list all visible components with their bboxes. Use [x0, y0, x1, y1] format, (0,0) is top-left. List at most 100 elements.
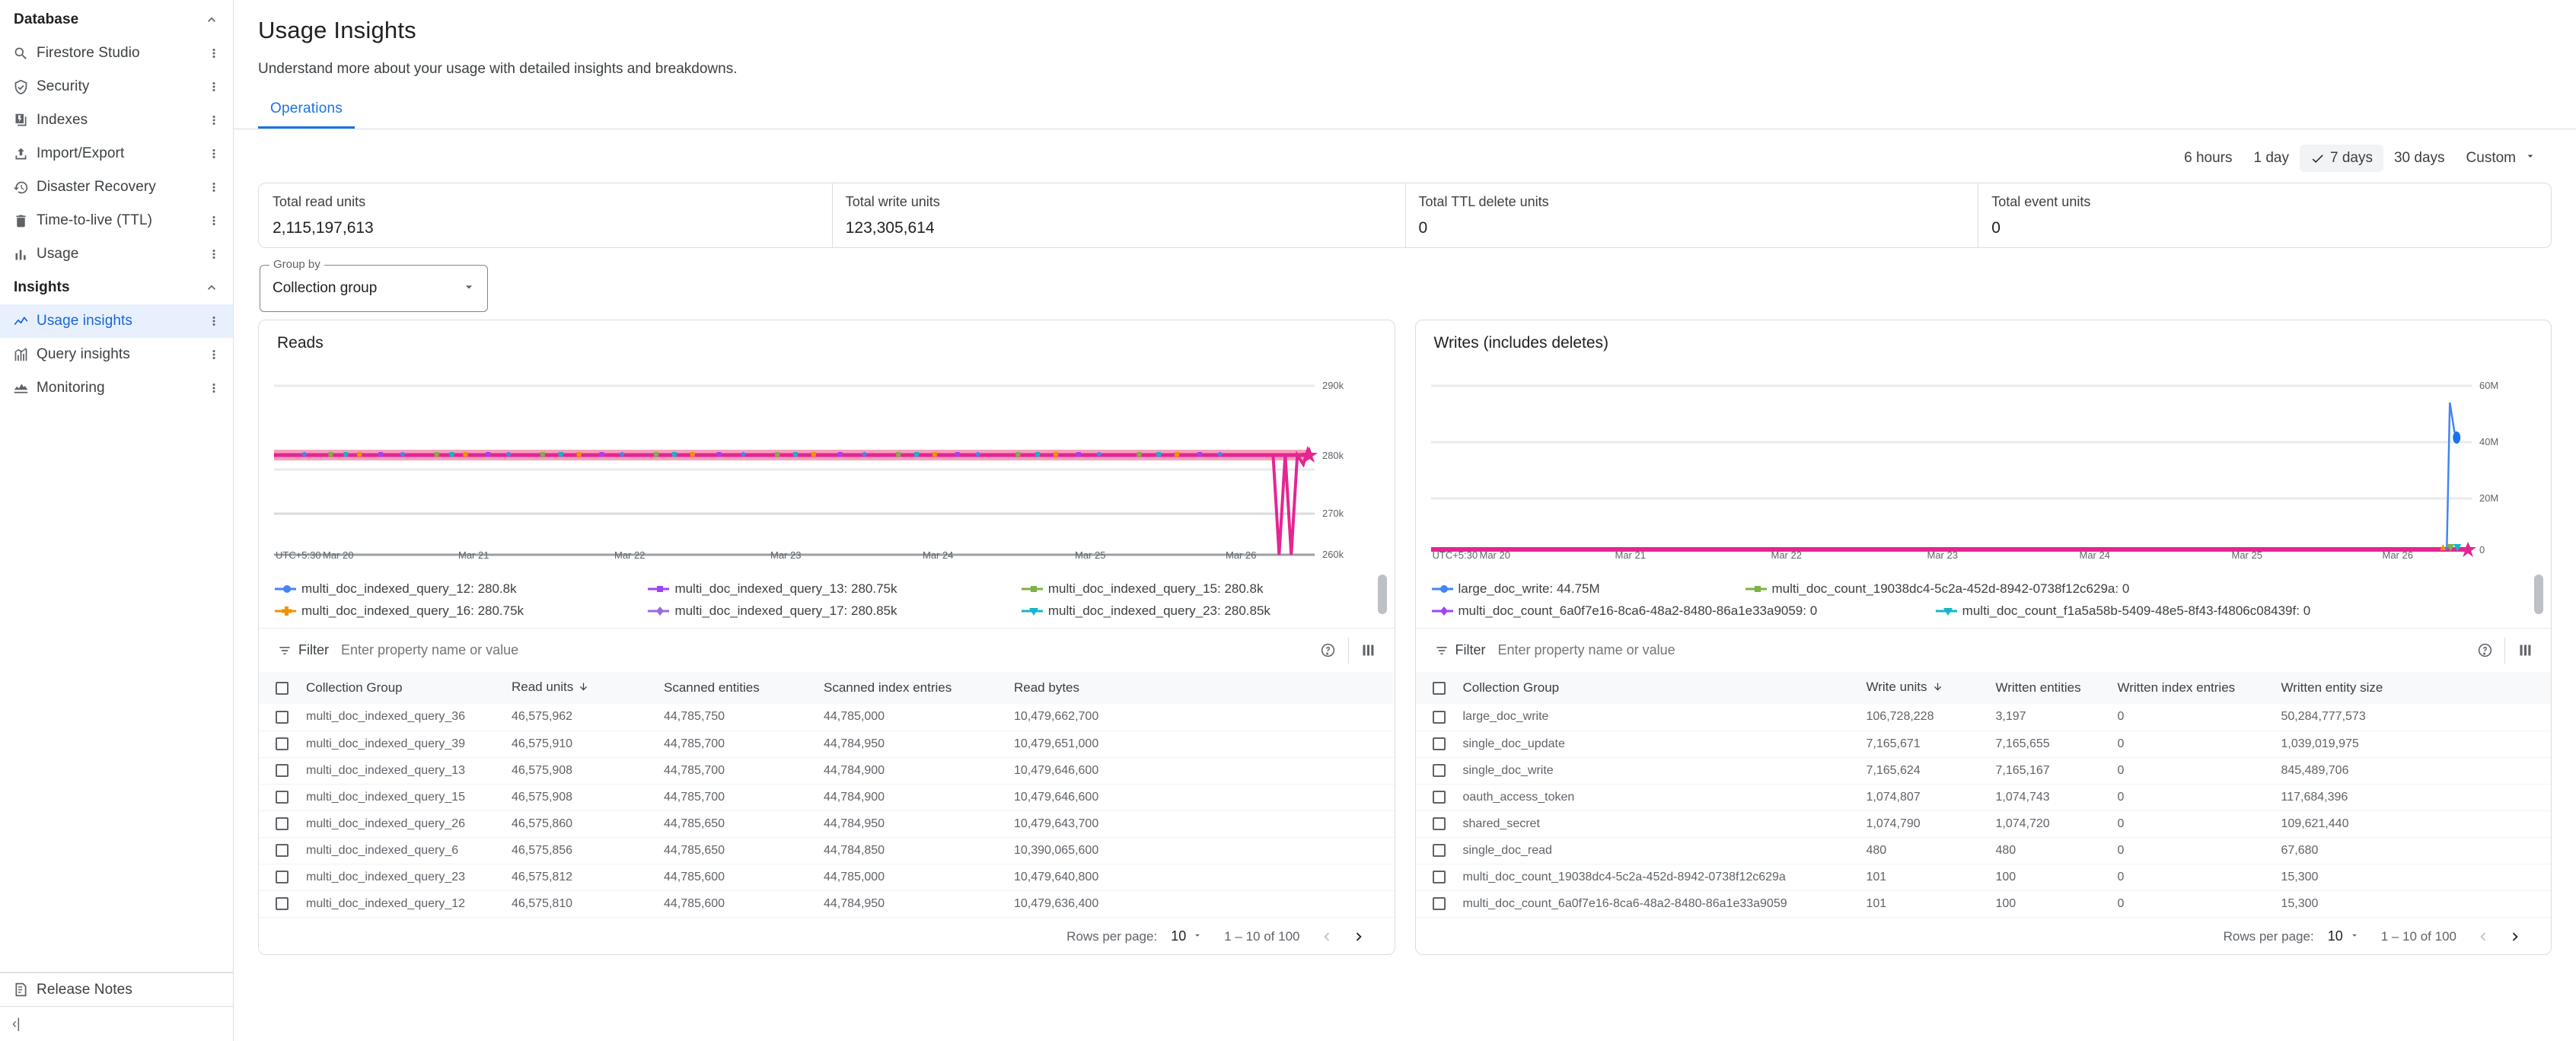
row-checkbox[interactable] [276, 817, 289, 830]
sidebar-group-insights[interactable]: Insights [0, 271, 233, 304]
table-row[interactable]: multi_doc_indexed_query_23 46,575,812 44,7… [259, 864, 1395, 890]
legend-item[interactable]: multi_doc_indexed_query_17: 280.85k [647, 600, 1020, 622]
table-row[interactable]: multi_doc_indexed_query_13 46,575,908 44,7… [259, 757, 1395, 784]
more-vert-icon[interactable] [207, 247, 225, 261]
col-scanned-index-entries[interactable]: Scanned index entries [824, 680, 952, 695]
sidebar-item-ttl[interactable]: Time-to-live (TTL) [0, 204, 233, 237]
table-row[interactable]: multi_doc_count_6a0f7e16-8ca6-48a2-8480-… [1415, 890, 2551, 917]
range-7-days[interactable]: 7 days [2300, 145, 2383, 172]
row-checkbox[interactable] [276, 871, 289, 883]
legend-scrollbar[interactable] [1377, 575, 1387, 614]
next-page-button[interactable] [1343, 921, 1375, 953]
table-row[interactable]: oauth_access_token 1,074,807 1,074,743 0 117… [1415, 784, 2551, 810]
sidebar-item-monitoring[interactable]: Monitoring [0, 371, 233, 405]
reads-filter-input[interactable] [341, 642, 1313, 658]
more-vert-icon[interactable] [207, 180, 225, 194]
row-checkbox[interactable] [276, 791, 289, 804]
sidebar-item-query-insights[interactable]: Query insights [0, 338, 233, 371]
legend-item[interactable]: multi_doc_count_19038dc4-5c2a-452d-8942-… [1745, 578, 2439, 600]
table-row[interactable]: multi_doc_count_19038dc4-5c2a-452d-8942-… [1415, 864, 2551, 890]
more-vert-icon[interactable] [207, 214, 225, 228]
sidebar-item-indexes[interactable]: Indexes [0, 103, 233, 137]
select-all-checkbox[interactable] [276, 681, 289, 695]
row-checkbox[interactable] [1432, 710, 1446, 724]
sidebar-collapse-button[interactable]: ‹| [0, 1006, 233, 1041]
col-collection-group[interactable]: Collection Group [306, 680, 403, 695]
more-vert-icon[interactable] [207, 348, 225, 361]
range-30-days[interactable]: 30 days [2383, 145, 2456, 172]
more-vert-icon[interactable] [207, 113, 225, 127]
table-row[interactable]: single_doc_write 7,165,624 7,165,167 0 845,4… [1415, 757, 2551, 784]
filter-icon[interactable] [277, 643, 292, 658]
table-row[interactable]: multi_doc_indexed_query_26 46,575,860 44,7… [259, 810, 1395, 837]
more-vert-icon[interactable] [207, 381, 225, 395]
legend-item[interactable]: multi_doc_indexed_query_15: 280.8k [1021, 578, 1394, 600]
range-1-day[interactable]: 1 day [2243, 145, 2300, 172]
writes-filter-input[interactable] [1497, 642, 2469, 658]
sidebar-item-disaster-recovery[interactable]: Disaster Recovery [0, 170, 233, 204]
group-by-select[interactable]: Group by Collection group [260, 258, 488, 312]
sidebar-group-database[interactable]: Database [0, 3, 233, 37]
table-row[interactable]: multi_doc_indexed_query_39 46,575,910 44,7… [259, 731, 1395, 757]
col-scanned-entities[interactable]: Scanned entities [664, 680, 760, 695]
legend-item[interactable]: multi_doc_indexed_query_12: 280.8k [274, 578, 647, 600]
legend-item[interactable]: multi_doc_indexed_query_13: 280.75k [647, 578, 1020, 600]
col-written-entity-size[interactable]: Written entity size [2281, 680, 2383, 695]
help-icon[interactable] [2469, 635, 2500, 666]
col-read-units[interactable]: Read units [507, 672, 659, 704]
row-checkbox[interactable] [1432, 871, 1446, 883]
table-row[interactable]: multi_doc_indexed_query_6 46,575,856 44,78… [259, 837, 1395, 864]
table-row[interactable]: multi_doc_indexed_query_15 46,575,908 44,7… [259, 784, 1395, 810]
table-row[interactable]: large_doc_write 106,728,228 3,197 0 50,284,7… [1415, 704, 2551, 731]
sidebar-item-firestore-studio[interactable]: Firestore Studio [0, 37, 233, 70]
tab-operations[interactable]: Operations [258, 100, 355, 129]
col-written-entities[interactable]: Written entities [1995, 680, 2081, 695]
chevron-up-icon[interactable] [204, 12, 219, 27]
table-row[interactable]: single_doc_update 7,165,671 7,165,655 0 1,03… [1415, 731, 2551, 757]
more-vert-icon[interactable] [207, 147, 225, 161]
col-written-index-entries[interactable]: Written index entries [2117, 680, 2236, 695]
previous-page-button[interactable] [2467, 921, 2499, 953]
row-checkbox[interactable] [276, 844, 289, 857]
table-row[interactable]: multi_doc_indexed_query_12 46,575,810 44,7… [259, 890, 1395, 917]
legend-item[interactable]: large_doc_write: 44.75M [1431, 578, 1745, 600]
row-checkbox[interactable] [1432, 791, 1446, 804]
row-checkbox[interactable] [276, 737, 289, 750]
sidebar-item-usage-insights[interactable]: Usage insights [0, 304, 233, 338]
select-all-checkbox[interactable] [1432, 681, 1446, 695]
row-checkbox[interactable] [1432, 844, 1446, 857]
table-row[interactable]: single_doc_read 480 480 0 67,680 [1415, 837, 2551, 864]
more-vert-icon[interactable] [207, 314, 225, 328]
more-vert-icon[interactable] [207, 80, 225, 94]
table-row[interactable]: shared_secret 1,074,790 1,074,720 0 109,621,… [1415, 810, 2551, 837]
legend-item[interactable]: multi_doc_count_f1a5a58b-5409-48e5-8f43-… [1935, 600, 2439, 622]
legend-scrollbar[interactable] [2534, 575, 2543, 614]
rows-per-page-select[interactable]: 10 [1171, 928, 1203, 944]
row-checkbox[interactable] [1432, 764, 1446, 777]
legend-item[interactable]: multi_doc_indexed_query_23: 280.85k [1021, 600, 1394, 622]
column-settings-icon[interactable] [2510, 635, 2540, 666]
chevron-up-icon[interactable] [204, 280, 219, 295]
filter-icon[interactable] [1434, 643, 1449, 658]
sidebar-item-release-notes[interactable]: Release Notes [0, 973, 233, 1006]
legend-item[interactable]: multi_doc_indexed_query_16: 280.75k [274, 600, 647, 622]
rows-per-page-select[interactable]: 10 [2328, 928, 2360, 944]
col-collection-group[interactable]: Collection Group [1462, 680, 1560, 695]
previous-page-button[interactable] [1311, 921, 1343, 953]
row-checkbox[interactable] [276, 710, 289, 724]
row-checkbox[interactable] [276, 764, 289, 777]
range-6-hours[interactable]: 6 hours [2173, 145, 2243, 172]
sidebar-item-security[interactable]: Security [0, 70, 233, 103]
col-read-bytes[interactable]: Read bytes [1014, 680, 1079, 695]
row-checkbox[interactable] [1432, 817, 1446, 830]
row-checkbox[interactable] [1432, 737, 1446, 750]
next-page-button[interactable] [2499, 921, 2531, 953]
legend-item[interactable]: multi_doc_count_6a0f7e16-8ca6-48a2-8480-… [1431, 600, 1935, 622]
col-write-units[interactable]: Write units [1862, 672, 1991, 704]
range-custom[interactable]: Custom [2456, 145, 2547, 172]
sidebar-item-usage[interactable]: Usage [0, 237, 233, 271]
table-row[interactable]: multi_doc_indexed_query_36 46,575,962 44,7… [259, 704, 1395, 731]
row-checkbox[interactable] [276, 897, 289, 910]
row-checkbox[interactable] [1432, 897, 1446, 910]
help-icon[interactable] [1313, 635, 1344, 666]
